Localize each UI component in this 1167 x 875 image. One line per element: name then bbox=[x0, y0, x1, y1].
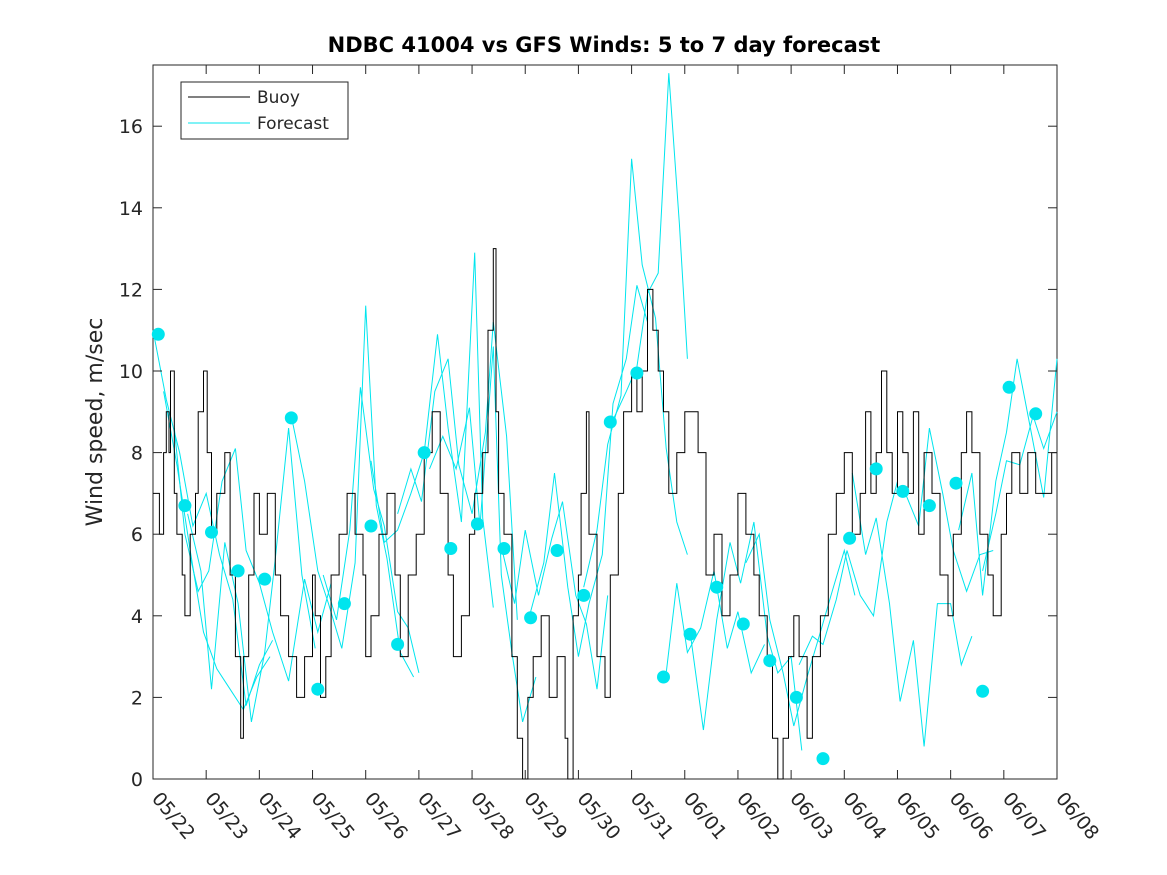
forecast-markers bbox=[151, 327, 1043, 766]
forecast-marker-25 bbox=[816, 752, 830, 766]
y-tick-label-5: 10 bbox=[119, 361, 143, 383]
y-tick-label-6: 12 bbox=[119, 279, 143, 301]
forecast-marker-23 bbox=[763, 654, 777, 668]
legend-box bbox=[180, 81, 349, 140]
forecast-marker-15 bbox=[550, 544, 564, 557]
forecast-marker-3 bbox=[231, 564, 245, 578]
forecast-line-3 bbox=[187, 428, 316, 722]
forecast-marker-14 bbox=[524, 611, 538, 625]
y-tick-label-8: 16 bbox=[119, 116, 143, 138]
forecast-marker-30 bbox=[949, 476, 963, 490]
forecast-line-4 bbox=[290, 305, 415, 678]
forecast-line-9 bbox=[500, 501, 609, 690]
y-tick-label-4: 8 bbox=[131, 443, 143, 465]
forecast-marker-29 bbox=[922, 499, 936, 513]
forecast-marker-19 bbox=[657, 670, 670, 684]
forecast-line-0 bbox=[152, 330, 274, 706]
forecast-marker-17 bbox=[603, 415, 617, 429]
forecast-line-17 bbox=[851, 472, 973, 747]
chart-title: NDBC 41004 vs GFS Winds: 5 to 7 day fore… bbox=[328, 33, 881, 57]
forecast-marker-31 bbox=[976, 684, 990, 698]
y-tick-label-1: 2 bbox=[131, 687, 143, 709]
forecast-marker-7 bbox=[337, 597, 351, 611]
forecast-marker-24 bbox=[789, 690, 803, 704]
y-axis-label: Wind speed, m/sec bbox=[83, 318, 108, 527]
forecast-marker-1 bbox=[178, 499, 192, 513]
forecast-line-1 bbox=[163, 391, 271, 711]
y-tick-label-0: 0 bbox=[131, 769, 143, 791]
y-tick-label-7: 14 bbox=[119, 198, 143, 220]
forecast-marker-13 bbox=[497, 542, 511, 555]
forecast-line-11 bbox=[583, 158, 688, 588]
forecast-marker-0 bbox=[151, 327, 165, 341]
forecast-marker-12 bbox=[470, 517, 484, 531]
forecast-marker-9 bbox=[391, 637, 405, 651]
forecast-marker-20 bbox=[683, 627, 697, 641]
forecast-line-19 bbox=[958, 358, 1058, 596]
forecast-marker-2 bbox=[205, 525, 218, 539]
forecast-marker-33 bbox=[1029, 407, 1043, 421]
forecast-marker-28 bbox=[896, 484, 910, 498]
forecast-marker-5 bbox=[284, 411, 298, 425]
forecast-line-12 bbox=[612, 73, 688, 421]
forecast-line-18 bbox=[904, 428, 994, 593]
y-tick-label-2: 4 bbox=[131, 606, 143, 628]
y-tick-labels: 0 2 4 6 8 10 12 14 16 bbox=[119, 116, 143, 791]
forecast-line-5 bbox=[322, 387, 420, 674]
forecast-marker-22 bbox=[736, 617, 750, 631]
forecast-marker-21 bbox=[710, 580, 724, 594]
forecast-marker-18 bbox=[630, 366, 644, 380]
y-tick-label-3: 6 bbox=[131, 524, 143, 546]
legend-label-buoy: Buoy bbox=[257, 88, 300, 108]
forecast-marker-16 bbox=[577, 588, 591, 602]
forecast-marker-6 bbox=[311, 682, 325, 696]
forecast-marker-27 bbox=[869, 462, 883, 476]
forecast-marker-11 bbox=[444, 542, 458, 555]
legend: Buoy Forecast bbox=[180, 81, 349, 140]
forecast-line-10 bbox=[530, 285, 648, 657]
forecast-marker-26 bbox=[843, 531, 857, 545]
legend-label-forecast: Forecast bbox=[257, 114, 329, 134]
forecast-line-16 bbox=[798, 481, 898, 666]
forecast-marker-32 bbox=[1002, 380, 1016, 394]
forecast-line-14 bbox=[689, 521, 803, 751]
forecast-line-7 bbox=[397, 321, 518, 620]
forecast-marker-8 bbox=[364, 519, 378, 533]
forecast-marker-4 bbox=[258, 572, 272, 586]
forecast-marker-10 bbox=[417, 446, 431, 460]
axis-ticks bbox=[152, 65, 1058, 780]
forecast-line-2 bbox=[173, 428, 332, 682]
forecast-line-6 bbox=[370, 252, 494, 608]
